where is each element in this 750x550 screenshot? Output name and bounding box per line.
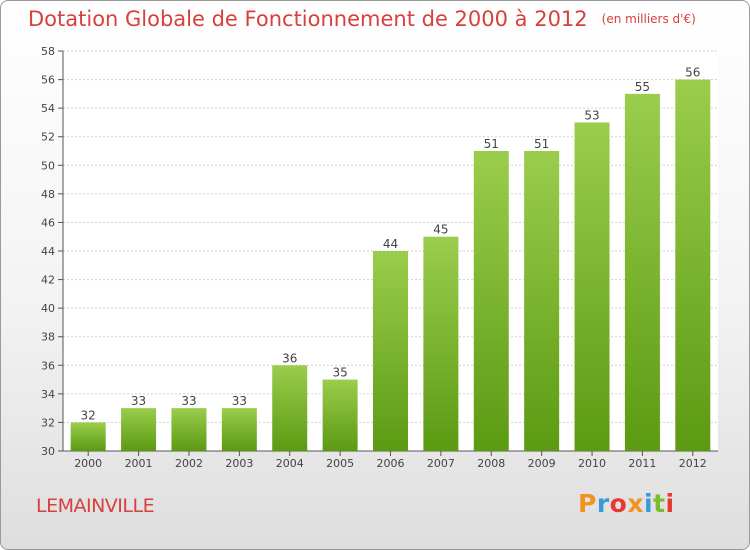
bar [675, 79, 711, 452]
bar-value-label: 56 [685, 66, 700, 80]
bar [624, 93, 660, 451]
y-tick-label: 54 [41, 102, 55, 115]
commune-name: LEMAINVILLE [36, 495, 155, 517]
x-tick-label: 2004 [276, 457, 304, 470]
x-tick-label: 2006 [377, 457, 405, 470]
x-tick-label: 2009 [528, 457, 556, 470]
y-tick-label: 56 [41, 74, 55, 87]
y-tick-label: 42 [41, 274, 55, 287]
y-tick-label: 36 [41, 359, 55, 372]
bar [322, 379, 358, 451]
x-tick-label: 2010 [578, 457, 606, 470]
y-tick-label: 32 [41, 416, 55, 429]
y-tick-label: 46 [41, 216, 55, 229]
logo-letter: r [596, 489, 610, 518]
y-tick-label: 40 [41, 302, 55, 315]
y-tick-label: 34 [41, 388, 55, 401]
bar-value-label: 32 [81, 408, 96, 422]
x-tick-label: 2002 [175, 457, 203, 470]
chart-unit-label: (en milliers d'€) [601, 12, 696, 26]
chart-title: Dotation Globale de Fonctionnement de 20… [28, 7, 696, 31]
bar [423, 236, 459, 451]
bar-value-label: 35 [332, 366, 347, 380]
logo-letter: x [627, 489, 644, 518]
bar [524, 151, 560, 451]
y-tick-label: 48 [41, 188, 55, 201]
logo-letter: P [578, 489, 597, 518]
x-tick-label: 2008 [477, 457, 505, 470]
x-tick-label: 2012 [679, 457, 707, 470]
y-tick-label: 44 [41, 245, 55, 258]
bar-value-label: 51 [534, 137, 549, 151]
bar-value-label: 55 [635, 80, 650, 94]
logo-letter: i [665, 489, 675, 518]
logo-letter: o [609, 489, 628, 518]
bar [373, 251, 408, 451]
bar-value-label: 44 [383, 237, 398, 251]
bar-value-label: 33 [181, 394, 196, 408]
bar [221, 408, 257, 451]
logo-letter: i [644, 489, 654, 518]
x-tick-label: 2007 [427, 457, 455, 470]
bar [574, 122, 610, 451]
bar-value-label: 53 [584, 108, 599, 122]
y-tick-label: 50 [41, 159, 55, 172]
x-tick-label: 2001 [125, 457, 153, 470]
bar-value-label: 33 [232, 394, 247, 408]
x-tick-label: 2003 [225, 457, 253, 470]
bar-value-label: 33 [131, 394, 146, 408]
x-tick-label: 2000 [74, 457, 102, 470]
logo-letter: t [653, 489, 666, 518]
bar [171, 408, 207, 451]
y-tick-label: 38 [41, 331, 55, 344]
bar [121, 408, 157, 451]
bar [70, 422, 106, 451]
y-tick-label: 52 [41, 131, 55, 144]
chart-title-text: Dotation Globale de Fonctionnement de 20… [28, 7, 588, 31]
bar-value-label: 36 [282, 351, 297, 365]
bar [473, 151, 509, 451]
x-tick-label: 2011 [628, 457, 656, 470]
x-tick-label: 2005 [326, 457, 354, 470]
bar-value-label: 51 [484, 137, 499, 151]
bar-value-label: 45 [433, 223, 448, 237]
proxiti-logo[interactable]: Proxiti [578, 489, 675, 518]
y-tick-label: 58 [41, 45, 55, 58]
y-tick-label: 30 [41, 445, 55, 458]
bar [272, 365, 308, 451]
